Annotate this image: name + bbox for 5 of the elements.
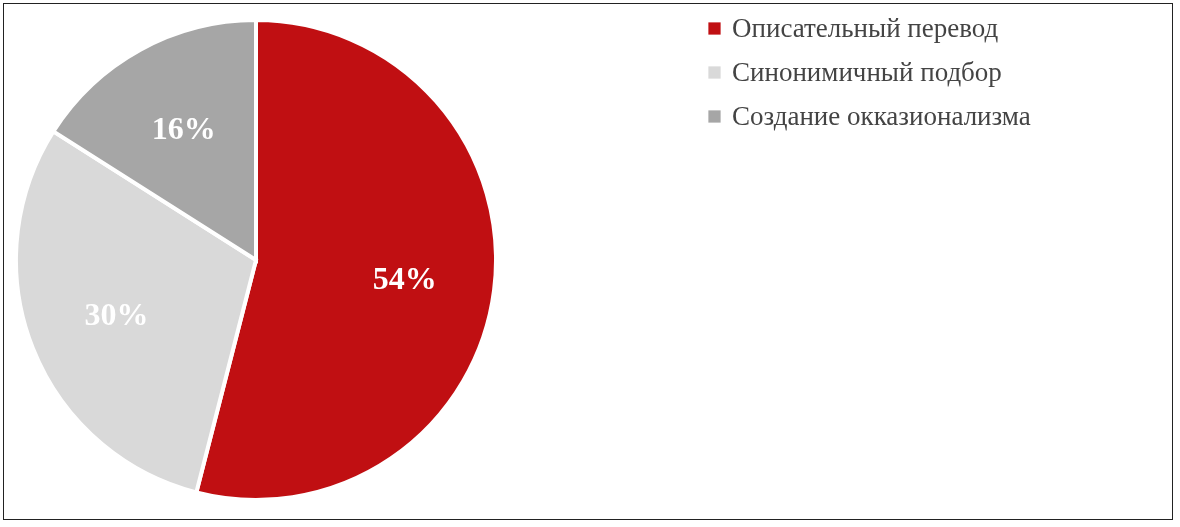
legend-label: Описательный перевод xyxy=(732,12,999,43)
legend-label: Синонимичный подбор xyxy=(732,56,1002,87)
data-label: 16% xyxy=(151,109,216,146)
legend-label: Создание окказионализма xyxy=(732,100,1031,131)
data-label: 54% xyxy=(372,259,437,296)
